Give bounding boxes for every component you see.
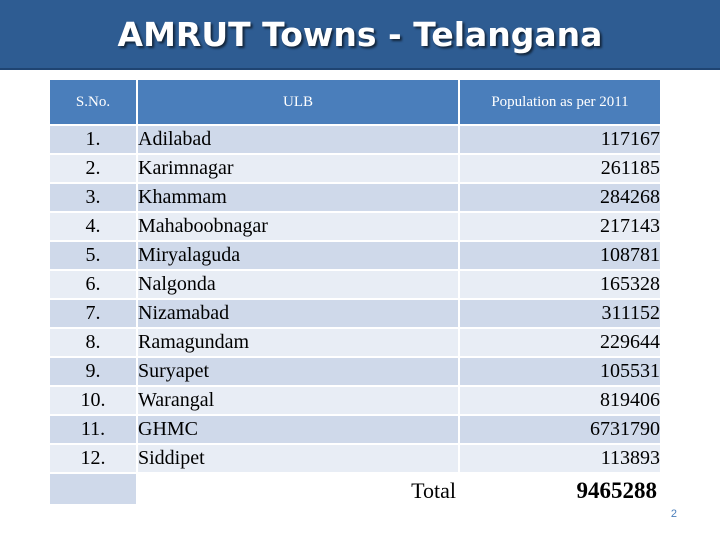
cell-population: 6731790 [460,416,660,443]
table-row: 1. Adilabad 117167 [50,126,660,153]
cell-population: 105531 [460,358,660,385]
cell-sno: 11. [50,416,136,443]
cell-sno: 2. [50,155,136,182]
cell-ulb: Nizamabad [138,300,458,327]
cell-ulb: Karimnagar [138,155,458,182]
cell-ulb: Miryalaguda [138,242,458,269]
table-row: 3. Khammam 284268 [50,184,660,211]
cell-sno: 6. [50,271,136,298]
total-value: 9465288 [460,474,660,504]
cell-population: 229644 [460,329,660,356]
title-bar: AMRUT Towns - Telangana [0,0,720,70]
table-row: 9. Suryapet 105531 [50,358,660,385]
cell-population: 165328 [460,271,660,298]
cell-population: 108781 [460,242,660,269]
cell-ulb: Siddipet [138,445,458,472]
header-ulb: ULB [138,80,458,124]
table-row: 5. Miryalaguda 108781 [50,242,660,269]
cell-ulb: Nalgonda [138,271,458,298]
cell-population: 117167 [460,126,660,153]
cell-population: 217143 [460,213,660,240]
cell-ulb: Mahaboobnagar [138,213,458,240]
total-blank-cell [50,474,136,504]
table-row: 10. Warangal 819406 [50,387,660,414]
header-sno: S.No. [50,80,136,124]
cell-sno: 1. [50,126,136,153]
cell-ulb: Khammam [138,184,458,211]
cell-sno: 7. [50,300,136,327]
slide-title: AMRUT Towns - Telangana [117,14,603,54]
table-row: 6. Nalgonda 165328 [50,271,660,298]
cell-sno: 9. [50,358,136,385]
cell-sno: 4. [50,213,136,240]
table-row: 8. Ramagundam 229644 [50,329,660,356]
cell-sno: 3. [50,184,136,211]
cell-population: 261185 [460,155,660,182]
table-row: 7. Nizamabad 311152 [50,300,660,327]
table-row: 2. Karimnagar 261185 [50,155,660,182]
cell-sno: 12. [50,445,136,472]
cell-ulb: Ramagundam [138,329,458,356]
cell-population: 284268 [460,184,660,211]
total-row: Total 9465288 [50,474,660,504]
cell-sno: 10. [50,387,136,414]
cell-population: 311152 [460,300,660,327]
cell-ulb: Adilabad [138,126,458,153]
table-row: 4. Mahaboobnagar 217143 [50,213,660,240]
cell-ulb: Warangal [138,387,458,414]
table-row: 12. Siddipet 113893 [50,445,660,472]
table-row: 11. GHMC 6731790 [50,416,660,443]
header-population: Population as per 2011 [460,80,660,124]
amrut-towns-table: S.No. ULB Population as per 2011 1. Adil… [48,78,662,506]
cell-ulb: GHMC [138,416,458,443]
page-number: 2 [670,508,677,520]
cell-population: 819406 [460,387,660,414]
total-label: Total [138,474,458,504]
table-header-row: S.No. ULB Population as per 2011 [50,80,660,124]
cell-sno: 8. [50,329,136,356]
cell-ulb: Suryapet [138,358,458,385]
cell-population: 113893 [460,445,660,472]
cell-sno: 5. [50,242,136,269]
